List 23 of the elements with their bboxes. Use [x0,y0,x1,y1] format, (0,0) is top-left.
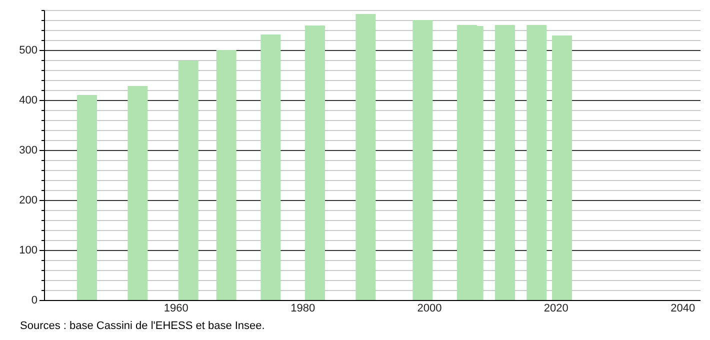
bar [526,25,547,300]
x-tick-label: 1960 [164,302,188,314]
bar [495,25,515,300]
bar [178,60,198,300]
y-tick-label: 200 [19,194,38,206]
y-tick-label: 0 [31,294,38,306]
y-tick-label: 300 [19,144,38,156]
source-note: Sources : base Cassini de l'EHESS et base Insee. [20,320,265,332]
bar [552,36,572,300]
x-tick-label: 2020 [544,302,568,314]
bar [77,95,97,300]
bar [412,20,433,300]
bar [216,50,236,300]
bar [305,26,325,300]
x-tick-label: 2000 [417,302,442,314]
y-tick-label: 100 [19,244,38,256]
bar [260,34,281,300]
x-tick-label: 2040 [670,302,696,314]
y-tick-label: 400 [19,94,38,106]
x-tick-label: 1980 [290,302,316,314]
y-tick-label: 500 [19,44,38,56]
bar [356,14,376,300]
bar [128,86,148,300]
